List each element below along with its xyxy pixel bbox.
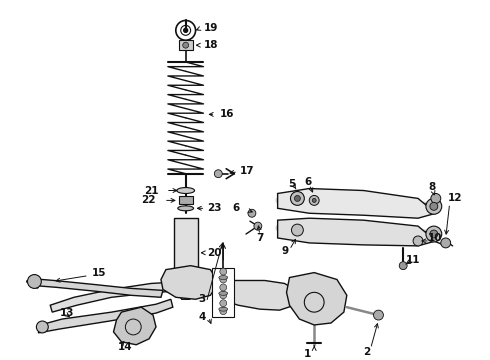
Polygon shape <box>30 279 163 297</box>
Ellipse shape <box>219 275 228 279</box>
Polygon shape <box>50 279 215 312</box>
Text: 18: 18 <box>203 40 218 50</box>
Text: 23: 23 <box>207 203 222 213</box>
Circle shape <box>184 28 188 32</box>
Text: 10: 10 <box>428 233 442 243</box>
Circle shape <box>430 230 438 238</box>
Circle shape <box>291 192 304 205</box>
Text: 3: 3 <box>198 294 206 304</box>
Polygon shape <box>38 299 173 333</box>
Text: 13: 13 <box>60 308 74 318</box>
Circle shape <box>220 300 227 307</box>
Circle shape <box>183 42 189 48</box>
Ellipse shape <box>178 206 194 211</box>
Text: 9: 9 <box>282 246 289 256</box>
Text: 16: 16 <box>220 109 235 120</box>
Circle shape <box>309 195 319 205</box>
Circle shape <box>441 238 451 248</box>
Circle shape <box>430 202 438 210</box>
Polygon shape <box>278 189 436 218</box>
Polygon shape <box>210 280 299 310</box>
Ellipse shape <box>177 188 195 193</box>
Text: 5: 5 <box>289 179 296 189</box>
Circle shape <box>294 195 300 201</box>
Text: 17: 17 <box>240 166 255 176</box>
Text: 12: 12 <box>448 193 462 203</box>
Text: 21: 21 <box>144 185 159 195</box>
Circle shape <box>399 262 407 270</box>
Circle shape <box>292 224 303 236</box>
Text: 19: 19 <box>203 23 218 33</box>
Text: 7: 7 <box>256 233 263 243</box>
Polygon shape <box>287 273 347 325</box>
Ellipse shape <box>219 291 228 295</box>
Text: 1: 1 <box>304 348 311 359</box>
Bar <box>174 218 197 287</box>
Circle shape <box>312 198 316 202</box>
Text: 14: 14 <box>118 342 132 352</box>
Text: 6: 6 <box>304 177 312 186</box>
Circle shape <box>413 236 423 246</box>
Circle shape <box>36 321 48 333</box>
Circle shape <box>220 268 227 275</box>
Text: 6: 6 <box>232 203 240 213</box>
Text: 15: 15 <box>92 267 106 278</box>
Circle shape <box>431 193 441 203</box>
Circle shape <box>373 310 383 320</box>
Polygon shape <box>161 266 215 299</box>
Polygon shape <box>174 287 197 299</box>
Circle shape <box>248 209 256 217</box>
Text: 22: 22 <box>141 195 156 206</box>
Circle shape <box>220 276 227 283</box>
Circle shape <box>220 308 227 315</box>
Ellipse shape <box>219 307 228 311</box>
Text: 4: 4 <box>198 312 206 322</box>
Circle shape <box>254 222 262 230</box>
Text: 20: 20 <box>207 248 222 258</box>
Bar <box>179 197 193 204</box>
Text: 8: 8 <box>428 181 435 192</box>
Circle shape <box>220 284 227 291</box>
Circle shape <box>426 198 442 214</box>
Circle shape <box>27 275 41 288</box>
Polygon shape <box>278 218 436 246</box>
Text: 2: 2 <box>363 347 370 357</box>
Polygon shape <box>114 307 156 345</box>
Circle shape <box>220 292 227 299</box>
Circle shape <box>426 226 442 242</box>
Text: 11: 11 <box>406 255 420 265</box>
Circle shape <box>214 170 222 178</box>
Bar <box>179 40 193 50</box>
Bar <box>212 267 234 317</box>
